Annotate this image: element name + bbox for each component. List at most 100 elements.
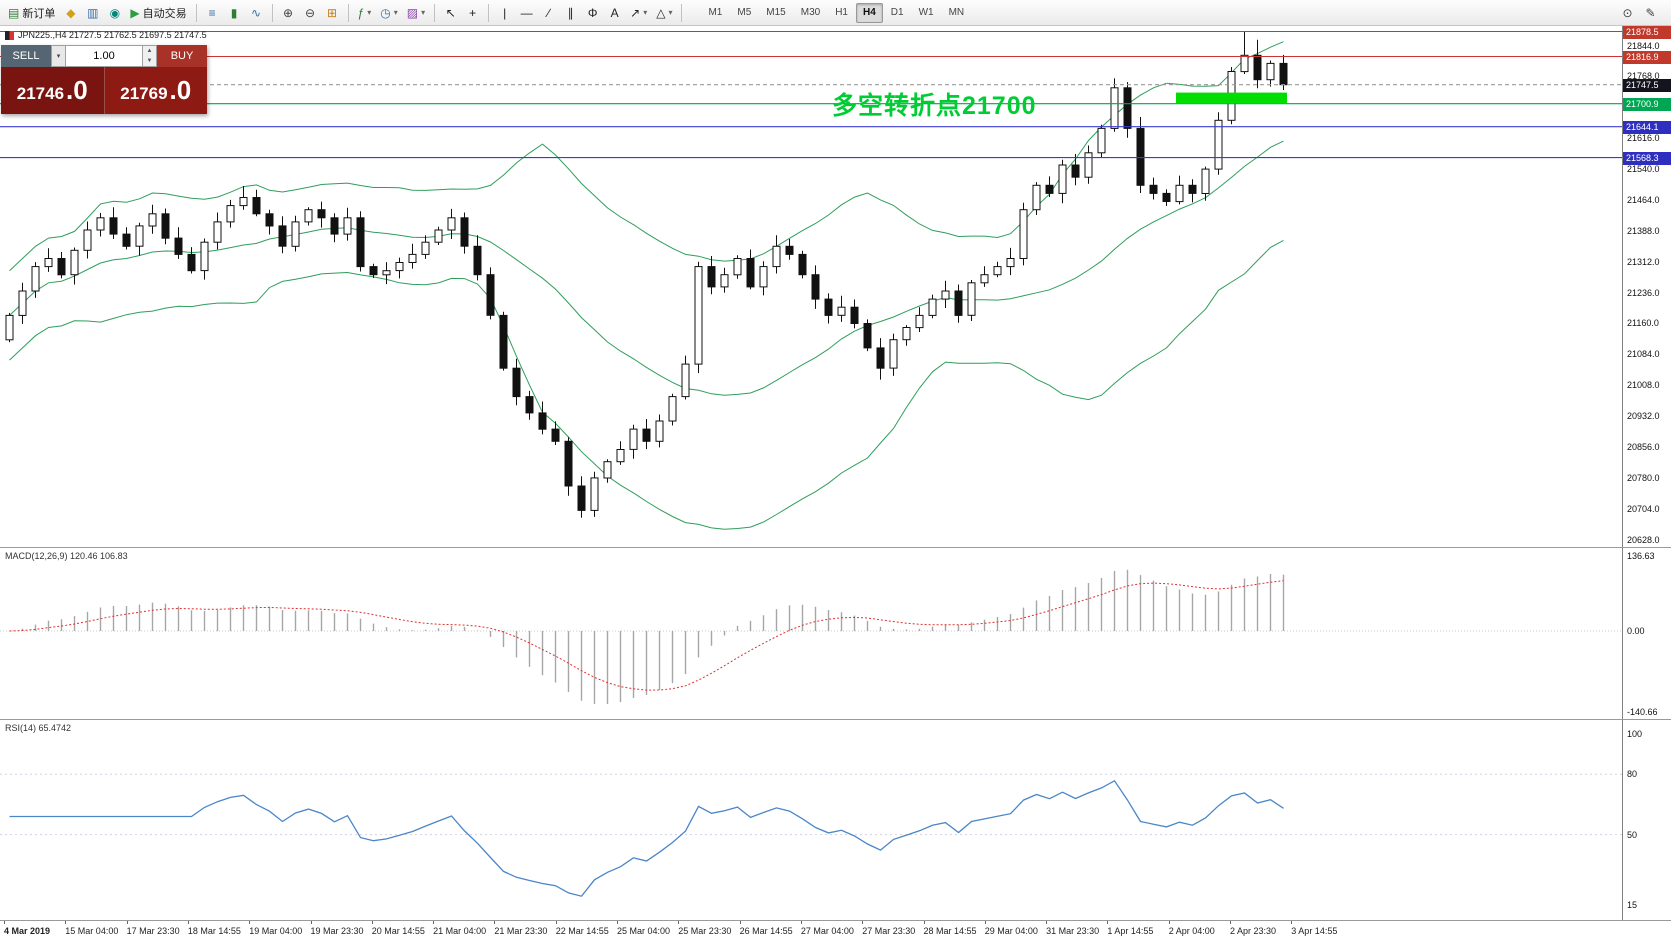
buy-price-display[interactable]: 21769 .0 — [104, 67, 207, 114]
vertical-line-button[interactable]: | — [494, 2, 515, 23]
sell-button[interactable]: SELL — [1, 45, 51, 67]
price-badge-21568.3: 21568.3 — [1623, 151, 1671, 165]
candlestick-chart-type-button[interactable]: ▮ — [224, 2, 245, 23]
indicators-icon: ƒ — [357, 5, 365, 20]
trendline-button[interactable]: ∕ — [538, 2, 559, 23]
time-axis-tick — [555, 921, 557, 924]
indicators-button[interactable]: ƒ ▾ — [354, 2, 376, 23]
trendline-icon: ∕ — [547, 5, 550, 20]
rsi-label: RSI(14) 65.4742 — [5, 723, 72, 733]
templates-button[interactable]: ▨ ▾ — [403, 2, 429, 23]
chevron-down-icon: ▾ — [643, 8, 648, 17]
time-axis[interactable]: 4 Mar 2019 15 Mar 04:00 17 Mar 23:30 18 Mar… — [0, 920, 1671, 941]
macd-plot[interactable] — [0, 548, 1623, 718]
buy-button[interactable]: BUY — [157, 45, 207, 67]
time-axis-label: 3 Apr 14:55 — [1291, 926, 1338, 936]
rsi-plot[interactable] — [0, 720, 1623, 919]
volume-input[interactable] — [66, 45, 143, 67]
bollinger-middle-line — [9, 140, 1284, 396]
macd-scale[interactable]: 136.63 0.00 -140.66 — [1622, 548, 1671, 719]
timeframe-m30[interactable]: M30 — [794, 3, 827, 23]
time-axis-label: 2 Apr 04:00 — [1168, 926, 1215, 936]
time-axis-tick — [249, 921, 251, 924]
tile-windows-icon: ⊞ — [327, 5, 338, 20]
line-chart-type-button[interactable]: ∿ — [246, 2, 267, 23]
time-axis-label: 19 Mar 04:00 — [249, 926, 303, 936]
price-badge-21747.5: 21747.5 — [1623, 78, 1671, 92]
trade-panel: SELL ▾ ▲ ▼ BUY 21746 .0 21769 .0 — [1, 45, 207, 114]
periods-icon: ◷ — [380, 5, 391, 20]
sell-price-frac: .0 — [66, 75, 88, 105]
time-axis-label: 1 Apr 14:55 — [1107, 926, 1154, 936]
time-axis-tick — [310, 921, 312, 924]
crosshair-button[interactable]: + — [462, 2, 483, 23]
price-scale[interactable]: 21844.0 21768.0 21616.0 21540.0 21464.0 21388… — [1622, 26, 1671, 547]
search-icon: ⊙ — [1622, 5, 1633, 20]
sell-price-display[interactable]: 21746 .0 — [1, 67, 105, 114]
vertical-line-icon: | — [503, 5, 507, 20]
zoom-out-button[interactable]: ⊖ — [300, 2, 321, 23]
rsi-scale[interactable]: 100 80 50 15 — [1622, 720, 1671, 920]
time-axis-label: 20 Mar 14:55 — [371, 926, 425, 936]
timeframe-m15[interactable]: M15 — [759, 3, 792, 23]
data-window-button[interactable]: ▥ — [82, 2, 103, 23]
time-axis-label: 22 Mar 14:55 — [555, 926, 609, 936]
price-scale-label: 20856.0 — [1627, 442, 1660, 453]
line-chart-type-icon: ∿ — [251, 5, 262, 20]
time-axis-tick — [494, 921, 496, 924]
navigator-icon: ◉ — [109, 5, 121, 20]
price-scale-label: 20704.0 — [1627, 503, 1660, 514]
navigator-button[interactable]: ◉ — [104, 2, 125, 23]
time-axis-tick — [800, 921, 802, 924]
volume-stepper[interactable]: ▲ ▼ — [143, 45, 157, 67]
price-scale-label: 21084.0 — [1627, 349, 1660, 360]
arrows-button[interactable]: ↗ ▾ — [626, 2, 651, 23]
main-chart-canvas[interactable] — [0, 26, 1623, 547]
quick-settings-button[interactable]: ✎ — [1640, 2, 1661, 23]
time-axis-tick — [126, 921, 128, 924]
bar-chart-type-button[interactable]: ≡ — [202, 2, 223, 23]
volume-dropdown[interactable]: ▾ — [51, 45, 66, 67]
toolbar: ▤ 新订单 ◆ ▥ ◉ ▶ 自动交易 ≡ ▮ ∿ ⊕ ⊖ ⊞ ƒ ▾ ◷ ▾ ▨ ▾ ↖ + | — ∕ ∥ Φ A ↗ ▾ △ ▾ M1 M5… — [0, 0, 1671, 26]
time-axis-label: 4 Mar 2019 — [4, 926, 51, 936]
volume-down-icon[interactable]: ▼ — [146, 58, 153, 64]
timeframe-mn[interactable]: MN — [942, 3, 972, 23]
text-label-button[interactable]: A — [604, 2, 625, 23]
time-axis-tick — [678, 921, 680, 924]
time-axis-tick — [187, 921, 189, 924]
new-order-label: 新订单 — [22, 7, 56, 20]
price-scale-label: 21388.0 — [1627, 225, 1660, 236]
timeframe-d1[interactable]: D1 — [884, 3, 911, 23]
zoom-in-button[interactable]: ⊕ — [278, 2, 299, 23]
symbol-info: JPN225.,H4 21727.5 21762.5 21697.5 21747… — [5, 30, 207, 40]
bar-chart-type-icon: ≡ — [208, 5, 216, 20]
timeframe-w1[interactable]: W1 — [912, 3, 941, 23]
price-badge-21878.5: 21878.5 — [1623, 26, 1671, 39]
timeframe-m5[interactable]: M5 — [730, 3, 758, 23]
macd-scale-label: -140.66 — [1627, 707, 1658, 717]
timeframe-m1[interactable]: M1 — [701, 3, 729, 23]
macd-panel: MACD(12,26,9) 120.46 106.83 136.63 0.00 -1… — [0, 547, 1671, 719]
auto-trading-button[interactable]: ▶ 自动交易 — [126, 2, 190, 23]
horizontal-line-button[interactable]: — — [516, 2, 537, 23]
zoom-out-icon: ⊖ — [305, 5, 316, 20]
time-axis-label: 2 Apr 23:30 — [1230, 926, 1277, 936]
new-order-button[interactable]: ▤ 新订单 — [4, 2, 59, 23]
new-order-icon: ▤ — [8, 5, 20, 20]
time-axis-label: 21 Mar 23:30 — [494, 926, 548, 936]
volume-up-icon[interactable]: ▲ — [146, 48, 153, 54]
tile-windows-button[interactable]: ⊞ — [322, 2, 343, 23]
shapes-button[interactable]: △ ▾ — [652, 2, 676, 23]
sell-price-main: 21746 — [16, 84, 65, 103]
time-axis-label: 27 Mar 04:00 — [800, 926, 854, 936]
timeframe-h4[interactable]: H4 — [855, 2, 883, 23]
cursor-button[interactable]: ↖ — [440, 2, 461, 23]
timeframe-h1[interactable]: H1 — [828, 3, 855, 23]
time-axis-label: 17 Mar 23:30 — [126, 926, 180, 936]
fibonacci-button[interactable]: Φ — [582, 2, 603, 23]
time-axis-tick — [984, 921, 986, 924]
channel-button[interactable]: ∥ — [560, 2, 581, 23]
search-button[interactable]: ⊙ — [1617, 2, 1638, 23]
periods-button[interactable]: ◷ ▾ — [376, 2, 402, 23]
market-watch-button[interactable]: ◆ — [60, 2, 81, 23]
